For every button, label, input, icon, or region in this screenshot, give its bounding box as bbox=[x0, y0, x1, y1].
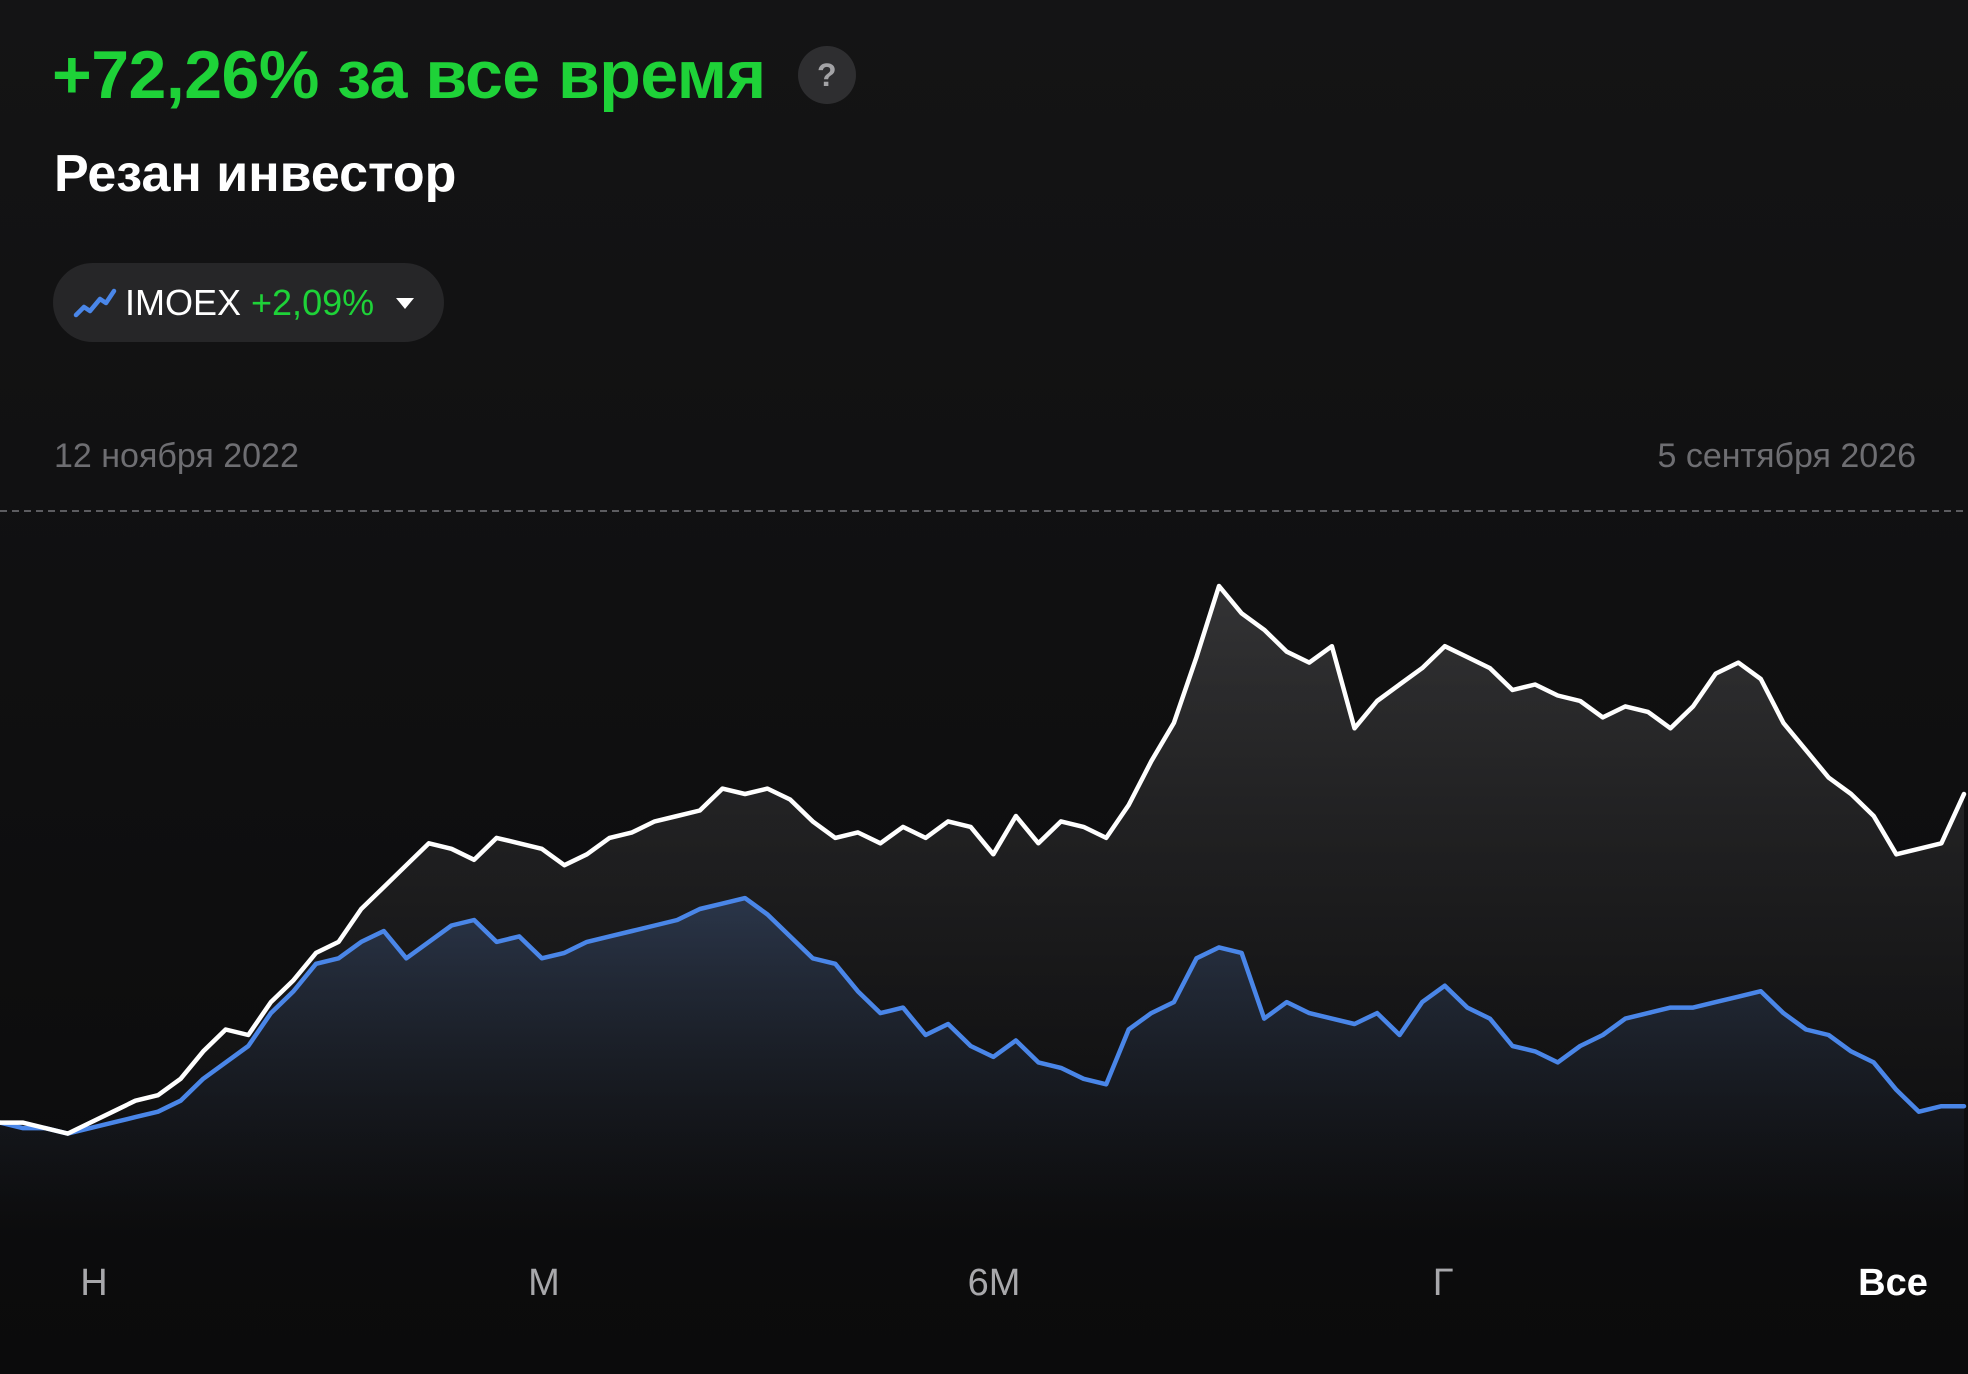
total-return-text: +72,26% за все время bbox=[52, 37, 766, 113]
benchmark-line bbox=[0, 895, 1967, 1136]
range-button[interactable]: Все bbox=[1858, 1262, 1928, 1304]
caret-down-icon bbox=[394, 296, 416, 310]
chart-end-date: 5 сентября 2026 bbox=[1657, 437, 1916, 475]
range-button[interactable]: 6М bbox=[967, 1262, 1021, 1304]
range-button[interactable]: Г bbox=[1432, 1262, 1454, 1304]
benchmark-area bbox=[0, 898, 1964, 1240]
trend-line-icon bbox=[73, 287, 117, 319]
range-selector: Н М 6М Г Все bbox=[0, 1255, 1968, 1315]
question-mark-icon: ? bbox=[816, 56, 837, 93]
performance-chart bbox=[0, 510, 1968, 1240]
help-button[interactable]: ? bbox=[797, 46, 856, 104]
portfolio-name: Резан инвестор bbox=[54, 145, 457, 203]
return-header: +72,26% за все время ? bbox=[52, 30, 856, 120]
benchmark-change: +2,09% bbox=[251, 281, 375, 323]
benchmark-name: IMOEX bbox=[125, 281, 242, 323]
range-button[interactable]: Н bbox=[80, 1262, 108, 1304]
portfolio-line bbox=[0, 583, 1967, 1136]
range-button[interactable]: М bbox=[528, 1262, 560, 1304]
benchmark-selector[interactable]: IMOEX +2,09% bbox=[53, 263, 445, 342]
chart-start-date: 12 ноября 2022 bbox=[54, 437, 299, 475]
